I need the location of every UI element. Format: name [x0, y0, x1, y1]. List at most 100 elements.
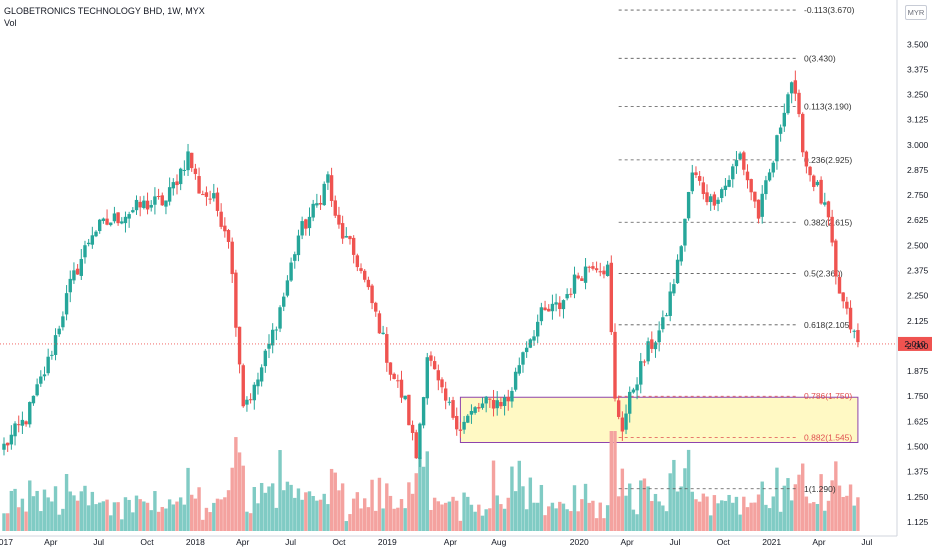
- volume-bar: [801, 463, 805, 531]
- volume-bar: [756, 494, 761, 531]
- candle-body: [75, 268, 80, 275]
- candle-body: [826, 201, 831, 218]
- candle-body: [149, 204, 153, 208]
- candle-body: [447, 401, 452, 403]
- fib-level-label: 0.113(3.190): [804, 102, 852, 112]
- x-tick-label: Jul: [285, 537, 296, 547]
- candle-body: [506, 396, 510, 402]
- candle-body: [31, 395, 36, 404]
- volume-bar: [697, 501, 702, 531]
- candle-body: [366, 279, 371, 288]
- candle-body: [561, 300, 566, 310]
- candle-body: [767, 172, 772, 181]
- candle-body: [79, 258, 83, 276]
- candle-body: [462, 421, 466, 430]
- candle-body: [845, 301, 849, 309]
- y-tick-label: 2.875: [907, 165, 929, 175]
- volume-bar: [642, 478, 647, 531]
- candle-body: [190, 152, 194, 169]
- candle-body: [256, 379, 260, 387]
- symbol-title: GLOBETRONICS TECHNOLOGY BHD, 1W, MYX: [4, 6, 205, 16]
- volume-bar: [208, 512, 212, 531]
- x-tick-label: Oct: [332, 537, 346, 547]
- candle-body: [502, 397, 507, 406]
- volume-bar: [499, 504, 503, 531]
- candle-body: [756, 199, 761, 219]
- y-tick-label: 2.250: [907, 291, 929, 301]
- candle-body: [388, 362, 393, 375]
- candle-body: [392, 373, 396, 379]
- candle-body: [672, 284, 676, 294]
- volume-bar: [466, 496, 470, 531]
- volume-bar: [363, 498, 367, 531]
- candle-body: [639, 361, 643, 385]
- volume-bar: [64, 474, 69, 531]
- candle-body: [801, 113, 805, 153]
- candle-body: [488, 398, 492, 400]
- fib-level-label: 0.5(2.360): [804, 269, 843, 279]
- candle-body: [786, 94, 790, 114]
- candle-body: [495, 400, 499, 409]
- volume-bar: [86, 505, 91, 531]
- candle-body: [778, 127, 783, 134]
- volume-bar: [46, 497, 50, 531]
- volume-bar: [326, 504, 330, 531]
- x-tick-label: 2021: [762, 537, 781, 547]
- candle-body: [731, 166, 735, 180]
- candle-body: [68, 278, 72, 293]
- candle-body: [403, 395, 407, 400]
- volume-bar: [558, 501, 562, 531]
- volume-bar: [134, 495, 139, 531]
- volume-bar: [105, 499, 109, 531]
- candle-body: [42, 374, 47, 377]
- y-tick-label: 1.625: [907, 416, 929, 426]
- candle-body: [248, 399, 253, 401]
- candle-body: [237, 326, 242, 365]
- candle-body: [609, 262, 614, 333]
- volume-bar: [333, 472, 337, 531]
- volume-bar: [738, 514, 742, 531]
- currency-badge[interactable]: MYR: [905, 5, 927, 20]
- volume-bar: [355, 492, 360, 531]
- volume-bar: [311, 496, 315, 531]
- volume-bar: [259, 482, 264, 531]
- volume-bar: [348, 514, 352, 531]
- y-tick-label: 3.125: [907, 115, 929, 125]
- candle-body: [686, 191, 691, 219]
- candle-body: [138, 201, 142, 208]
- candle-body: [208, 198, 212, 200]
- candle-body: [351, 237, 356, 255]
- volume-bar: [374, 510, 378, 531]
- volume-bar: [234, 437, 238, 531]
- volume-bar: [679, 486, 683, 531]
- candle-body: [517, 365, 521, 374]
- candle-body: [344, 236, 349, 238]
- candle-body: [322, 183, 326, 206]
- candle-body: [72, 270, 76, 281]
- candle-body: [226, 230, 231, 242]
- volume-bar: [131, 512, 135, 531]
- candle-body: [628, 391, 632, 414]
- volume-bar: [186, 467, 190, 531]
- candle-body: [764, 180, 768, 195]
- candle-body: [293, 254, 297, 261]
- volume-bar: [123, 497, 128, 531]
- volume-bar: [502, 508, 507, 531]
- fib-level-label: 1(1.290): [804, 484, 836, 494]
- volume-bar: [598, 502, 602, 531]
- candle-body: [466, 415, 470, 423]
- candle-body: [340, 223, 345, 239]
- volume-bar: [340, 483, 345, 531]
- x-tick-label: Apr: [812, 537, 825, 547]
- volume-bar: [142, 501, 146, 531]
- volume-bar: [561, 503, 566, 531]
- volume-bar: [815, 503, 820, 531]
- volume-bar: [418, 457, 422, 531]
- candle-body: [120, 221, 124, 224]
- candle-body: [499, 402, 503, 407]
- volume-bar: [539, 484, 544, 531]
- candle-body: [399, 379, 404, 398]
- y-tick-label: 3.375: [907, 64, 929, 74]
- candle-body: [337, 214, 341, 225]
